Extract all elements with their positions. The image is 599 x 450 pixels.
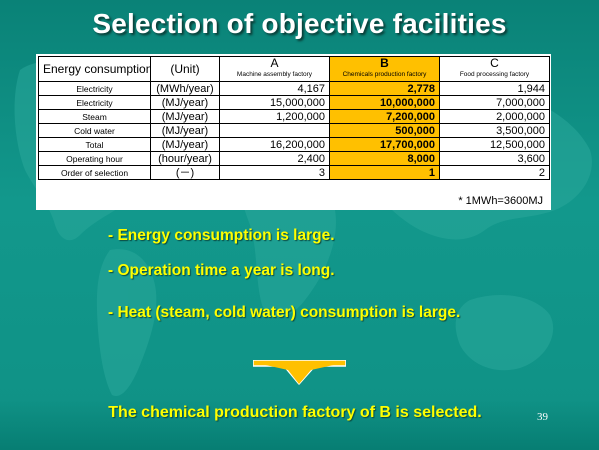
energy-table-panel: Energy consumption (Unit) A B C Machine … xyxy=(36,54,551,210)
cell-b: 7,200,000 xyxy=(329,109,440,124)
table-row: Operating hour (hour/year) 2,400 8,000 3… xyxy=(38,151,550,166)
cell-a: 16,200,000 xyxy=(219,137,330,152)
down-arrow-icon xyxy=(253,360,346,385)
row-unit: (－) xyxy=(150,165,220,180)
cell-a: 2,400 xyxy=(219,151,330,166)
bullet-energy-consumption: - Energy consumption is large. xyxy=(108,227,335,244)
row-label: Total xyxy=(38,137,151,152)
header-facility-letter-c: C xyxy=(439,56,550,69)
australia-shape xyxy=(455,295,554,371)
bullet-operation-time: - Operation time a year is long. xyxy=(108,262,335,279)
cell-a: 1,200,000 xyxy=(219,109,330,124)
table-footnote: * 1MWh=3600MJ xyxy=(458,195,543,207)
table-row: Cold water (MJ/year) 500,000 3,500,000 xyxy=(38,123,550,138)
cell-a xyxy=(219,123,330,138)
cell-b: 17,700,000 xyxy=(329,137,440,152)
bullet-heat-consumption: - Heat (steam, cold water) consumption i… xyxy=(108,304,461,321)
row-label: Operating hour xyxy=(38,151,151,166)
table-row: Order of selection (－) 3 1 2 xyxy=(38,165,550,180)
row-label: Order of selection xyxy=(38,165,151,180)
table-header-subrow: Machine assembly factory Chemicals produ… xyxy=(39,69,550,82)
page-number: 39 xyxy=(537,411,548,423)
table-row: Steam (MJ/year) 1,200,000 7,200,000 2,00… xyxy=(38,109,550,124)
row-label: Cold water xyxy=(38,123,151,138)
cell-b: 10,000,000 xyxy=(329,95,440,110)
header-energy-consumption: Energy consumption xyxy=(38,56,151,82)
cell-a: 15,000,000 xyxy=(219,95,330,110)
row-unit: (MJ/year) xyxy=(150,109,220,124)
cell-b: 1 xyxy=(329,165,440,180)
cell-a: 3 xyxy=(219,165,330,180)
energy-consumption-table: Energy consumption (Unit) A B C Machine … xyxy=(38,56,550,180)
cell-a: 4,167 xyxy=(219,81,330,96)
cell-c: 3,600 xyxy=(439,151,550,166)
cell-c: 7,000,000 xyxy=(439,95,550,110)
cell-b: 8,000 xyxy=(329,151,440,166)
slide-title: Selection of objective facilities xyxy=(92,8,507,39)
cell-b: 2,778 xyxy=(329,81,440,96)
conclusion-text: The chemical production factory of B is … xyxy=(108,404,482,421)
bottom-band xyxy=(0,398,599,450)
header-facility-name-c: Food processing factory xyxy=(439,69,550,82)
row-label: Steam xyxy=(38,109,151,124)
cell-c: 2,000,000 xyxy=(439,109,550,124)
header-facility-letter-a: A xyxy=(219,56,330,69)
table-row: Total (MJ/year) 16,200,000 17,700,000 12… xyxy=(38,137,550,152)
header-unit: (Unit) xyxy=(150,56,220,82)
table-header-row: Energy consumption (Unit) A B C xyxy=(38,56,550,82)
cell-c: 3,500,000 xyxy=(439,123,550,138)
header-facility-letter-b: B xyxy=(329,56,440,69)
cell-b: 500,000 xyxy=(329,123,440,138)
cell-c: 12,500,000 xyxy=(439,137,550,152)
cell-c: 2 xyxy=(439,165,550,180)
row-label: Electricity xyxy=(38,81,151,96)
row-label: Electricity xyxy=(38,95,151,110)
south-america-shape xyxy=(96,249,157,396)
row-unit: (MJ/year) xyxy=(150,137,220,152)
header-facility-name-a: Machine assembly factory xyxy=(219,69,330,82)
row-unit: (MWh/year) xyxy=(150,81,220,96)
cell-c: 1,944 xyxy=(439,81,550,96)
table-row: Electricity (MJ/year) 15,000,000 10,000,… xyxy=(38,95,550,110)
header-facility-name-b: Chemicals production factory xyxy=(329,69,440,82)
row-unit: (MJ/year) xyxy=(150,95,220,110)
row-unit: (hour/year) xyxy=(150,151,220,166)
row-unit: (MJ/year) xyxy=(150,123,220,138)
table-row: Electricity (MWh/year) 4,167 2,778 1,944 xyxy=(38,81,550,96)
